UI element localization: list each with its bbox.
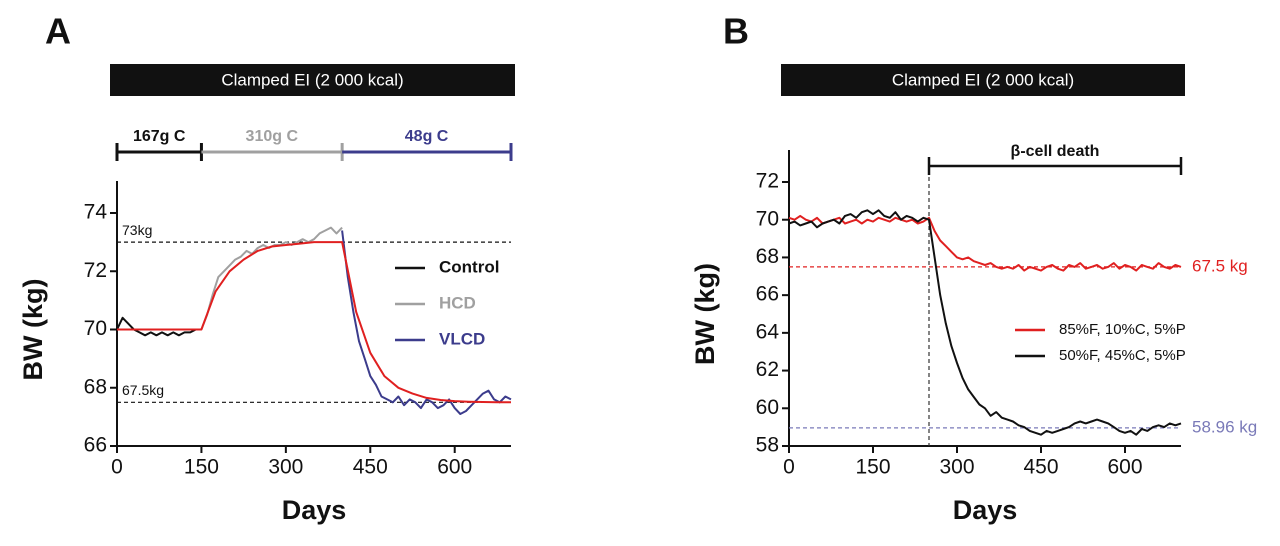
y-axis-label: BW (kg) [18,279,48,381]
data-line [788,209,1182,436]
data-line [341,230,512,415]
y-tick-label: 58 [756,434,779,457]
y-tick-label: 66 [84,434,107,457]
x-tick-label: 150 [855,456,890,479]
y-tick-label: 60 [756,396,779,419]
reference-label: 73kg [122,222,152,238]
reference-label: 67.5kg [122,382,164,398]
banner-text: Clamped EI (2 000 kcal) [221,70,403,89]
x-tick-label: 600 [437,456,472,479]
x-axis-label: Days [282,495,347,525]
diet-label: 48g C [405,128,449,145]
x-tick-label: 450 [1023,456,1058,479]
y-tick-label: 70 [756,207,779,230]
panel-label: B [723,11,749,52]
y-tick-label: 64 [756,320,780,343]
x-axis-label: Days [953,495,1018,525]
legend-label: VLCD [439,329,485,348]
legend-label: 50%F, 45%C, 5%P [1059,347,1186,364]
x-tick-label: 0 [111,456,123,479]
y-tick-label: 68 [84,375,107,398]
y-tick-label: 68 [756,245,779,268]
y-axis-label: BW (kg) [690,263,720,365]
x-tick-label: 300 [268,456,303,479]
diet-label: 167g C [133,128,186,145]
y-tick-label: 72 [84,259,107,282]
data-line [116,316,202,337]
x-tick-label: 600 [1107,456,1142,479]
legend-label: 85%F, 10%C, 5%P [1059,321,1186,338]
legend-label: Control [439,257,499,276]
banner-text: Clamped EI (2 000 kcal) [892,70,1074,89]
y-tick-label: 72 [756,170,779,193]
reference-label: 58.96 kg [1192,417,1257,436]
diet-label: 310g C [246,128,299,145]
banner [781,64,1185,96]
banner [110,64,515,96]
x-tick-label: 150 [184,456,219,479]
bracket-label: β-cell death [1011,143,1100,160]
y-tick-label: 62 [756,358,779,381]
data-line [788,214,1182,272]
legend-label: HCD [439,293,476,312]
y-tick-label: 70 [84,317,107,340]
x-tick-label: 450 [353,456,388,479]
data-line [117,241,511,404]
x-tick-label: 300 [939,456,974,479]
y-tick-label: 74 [84,201,108,224]
reference-label: 67.5 kg [1192,256,1248,275]
panel-label: A [45,11,71,52]
x-tick-label: 0 [783,456,795,479]
y-tick-label: 66 [756,283,779,306]
